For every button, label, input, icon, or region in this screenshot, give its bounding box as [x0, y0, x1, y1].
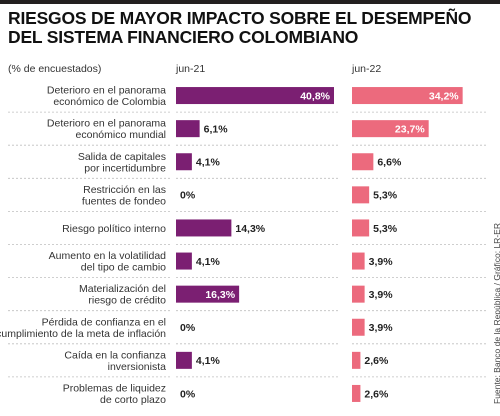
category-label: Materialización del: [79, 283, 166, 295]
category-label: Salida de capitales: [78, 151, 166, 163]
value-label-jun-21: 0%: [180, 322, 196, 334]
category-label: económico de Colombia: [53, 96, 166, 108]
category-label: cumplimiento de la meta de inflación: [0, 328, 166, 340]
bar-jun-22: [352, 252, 365, 270]
category-label: fuentes de fondeo: [82, 195, 166, 207]
category-label: Aumento en la volatilidad: [49, 250, 166, 262]
value-label-jun-21: 4,1%: [196, 256, 221, 268]
value-label-jun-22: 34,2%: [429, 90, 459, 102]
value-label-jun-21: 4,1%: [196, 157, 221, 169]
source-note: Fuente: Banco de la República / Gráfico:…: [492, 223, 500, 404]
value-label-jun-21: 14,3%: [235, 223, 265, 235]
value-label-jun-21: 40,8%: [300, 90, 330, 102]
bar-jun-22: [352, 219, 370, 237]
value-label-jun-21: 16,3%: [205, 289, 235, 301]
bar-jun-22: [352, 285, 365, 303]
value-label-jun-22: 23,7%: [395, 123, 425, 135]
chart-title: RIESGOS DE MAYOR IMPACTO SOBRE EL DESEMP…: [8, 9, 478, 47]
bar-jun-21: [176, 153, 192, 171]
bar-jun-22: [352, 120, 429, 138]
chart-subtitle: (% de encuestados): [8, 63, 102, 75]
bar-jun-21: [176, 219, 232, 237]
category-label: riesgo de crédito: [88, 295, 166, 307]
title-line-2: DEL SISTEMA FINANCIERO COLOMBIANO: [8, 27, 359, 47]
value-label-jun-22: 6,6%: [377, 157, 402, 169]
category-label: Riesgo político interno: [62, 223, 166, 235]
series-header-jun-22: jun-22: [352, 63, 382, 75]
bar-jun-22: [352, 186, 370, 204]
value-label-jun-22: 5,3%: [373, 223, 398, 235]
bar-jun-21: [176, 252, 192, 270]
value-label-jun-22: 2,6%: [364, 388, 389, 400]
category-label: Deterioro en el panorama: [47, 85, 166, 97]
value-label-jun-22: 5,3%: [373, 190, 398, 202]
title-line-1: RIESGOS DE MAYOR IMPACTO SOBRE EL DESEMP…: [8, 8, 472, 28]
category-label: Deterioro en el panorama: [47, 118, 166, 130]
bar-jun-21: [176, 120, 200, 138]
bar-jun-22: [352, 384, 361, 402]
value-label-jun-21: 0%: [180, 190, 196, 202]
category-label: por incertidumbre: [84, 162, 166, 174]
bar-jun-22: [352, 153, 374, 171]
value-label-jun-22: 3,9%: [369, 289, 394, 301]
bar-jun-22: [352, 318, 365, 336]
value-label-jun-21: 0%: [180, 388, 196, 400]
category-label: del tipo de cambio: [81, 262, 166, 274]
bar-jun-21: [176, 351, 192, 369]
category-label: Pérdida de confianza en el: [42, 316, 166, 328]
bar-jun-22: [352, 87, 463, 105]
bar-jun-21: [176, 87, 334, 105]
category-label: inversionista: [108, 361, 167, 373]
category-label: de corto plazo: [100, 394, 166, 406]
value-label-jun-21: 4,1%: [196, 355, 221, 367]
category-label: Caída en la confianza: [64, 349, 166, 361]
bar-jun-21: [176, 285, 240, 303]
bar-jun-22: [352, 351, 361, 369]
value-label-jun-22: 3,9%: [369, 256, 394, 268]
series-header-jun-21: jun-21: [176, 63, 206, 75]
category-label: Problemas de liquidez: [63, 383, 166, 395]
top-rule: [0, 0, 500, 4]
category-label: Restricción en las: [83, 184, 166, 196]
value-label-jun-21: 6,1%: [204, 123, 229, 135]
value-label-jun-22: 3,9%: [369, 322, 394, 334]
category-label: económico mundial: [76, 129, 166, 141]
value-label-jun-22: 2,6%: [364, 355, 389, 367]
